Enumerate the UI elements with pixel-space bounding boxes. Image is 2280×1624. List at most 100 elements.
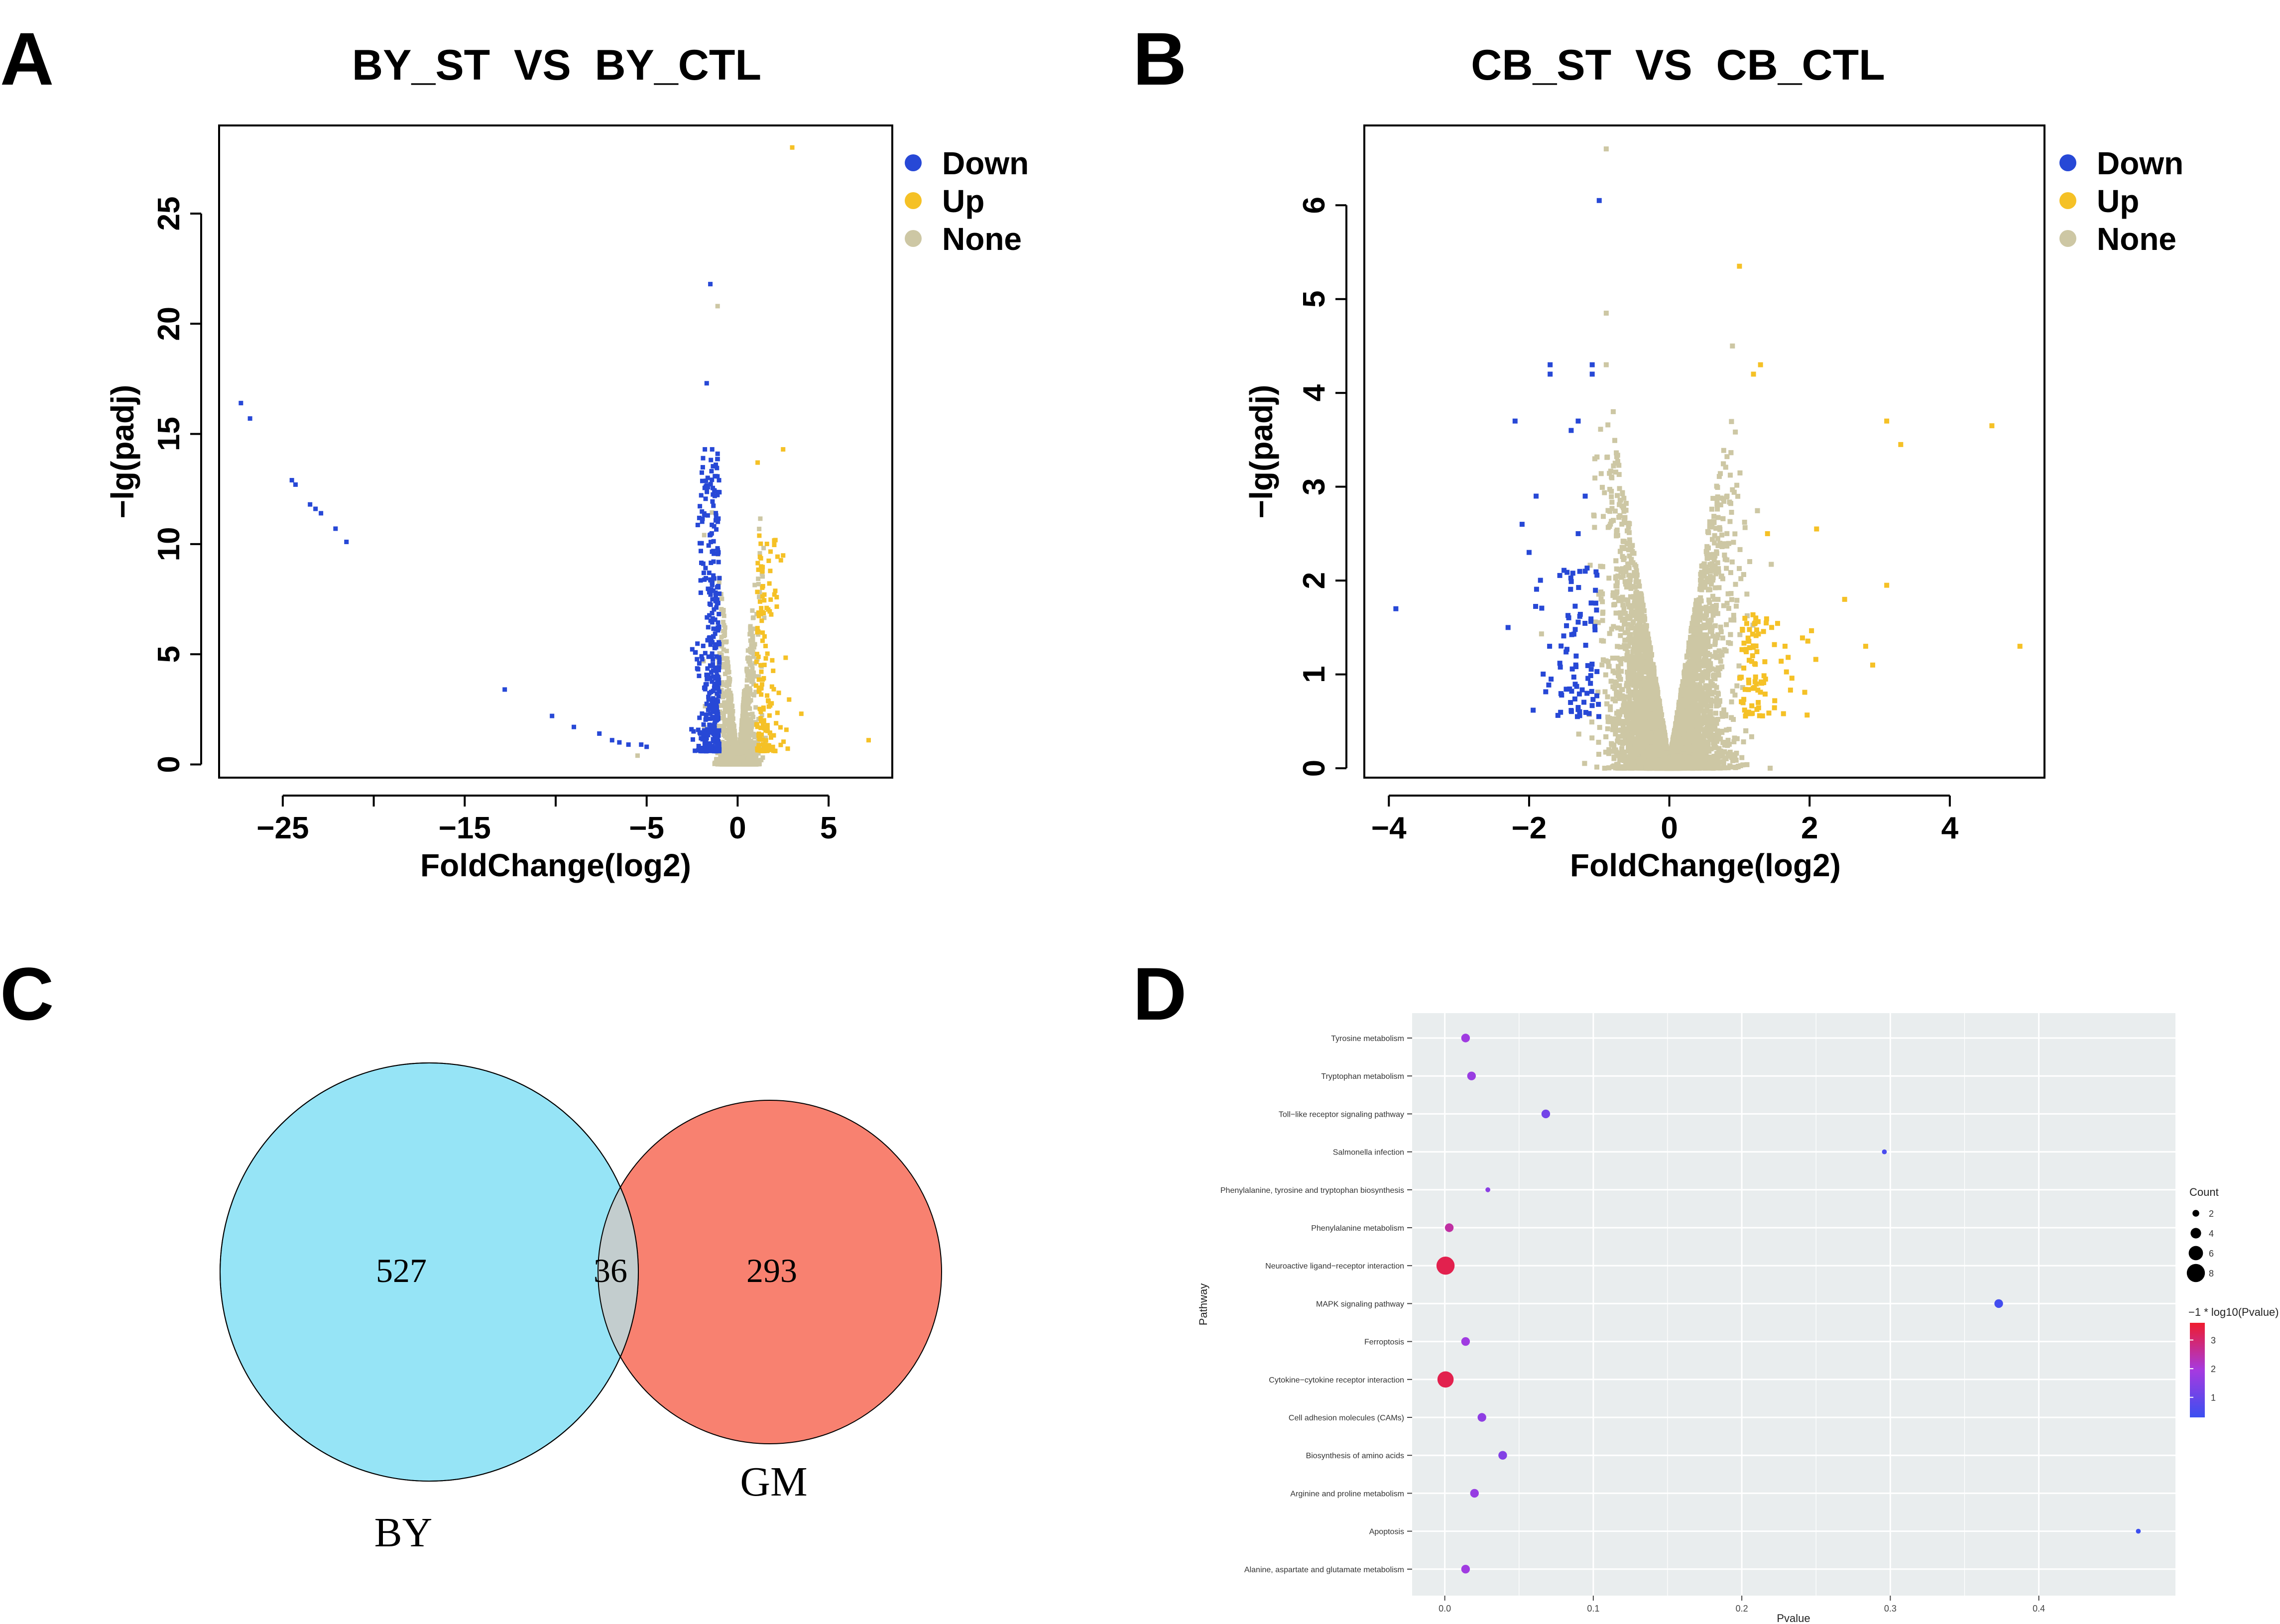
down-point	[703, 496, 708, 501]
none-point	[635, 753, 640, 758]
none-point	[747, 686, 752, 691]
none-point	[732, 760, 737, 765]
none-point	[720, 727, 725, 732]
down-point	[703, 745, 708, 750]
none-point	[757, 551, 762, 556]
down-point	[714, 654, 719, 659]
up-point	[760, 638, 765, 643]
none-point	[1710, 732, 1715, 738]
none-point	[751, 670, 756, 675]
none-point	[1626, 706, 1631, 712]
none-point	[748, 629, 753, 634]
up-point	[757, 706, 762, 711]
up-point	[759, 606, 764, 611]
down-point	[717, 660, 722, 665]
none-point	[715, 762, 720, 767]
none-point	[1600, 599, 1605, 604]
down-point	[712, 488, 717, 493]
down-point	[711, 485, 716, 490]
panel-a-volcano: A BY_ST VS BY_CTL −25 −15 −5 0 5 0510152025 …	[0, 17, 1029, 883]
none-point	[721, 608, 726, 613]
none-point	[750, 711, 755, 716]
down-point	[711, 588, 716, 593]
down-point	[714, 463, 719, 467]
up-point	[759, 686, 764, 691]
down-point	[705, 513, 710, 518]
down-point	[706, 543, 711, 548]
none-point	[1707, 519, 1712, 525]
none-point	[752, 582, 757, 587]
none-point	[1591, 513, 1597, 519]
down-point	[705, 727, 710, 732]
down-point	[704, 712, 709, 717]
up-point	[756, 733, 761, 738]
none-point	[1715, 632, 1721, 637]
none-point	[751, 682, 756, 687]
up-point	[755, 626, 760, 631]
none-point	[1614, 580, 1620, 585]
down-point	[714, 748, 719, 753]
none-point	[747, 762, 752, 767]
none-point	[747, 725, 752, 730]
none-point	[1711, 514, 1717, 519]
none-point	[1609, 506, 1615, 511]
down-point	[700, 478, 705, 483]
up-point	[755, 460, 760, 465]
legend-up-marker	[905, 192, 922, 209]
none-point	[728, 726, 733, 731]
none-point	[1595, 620, 1601, 625]
down-point	[710, 610, 715, 615]
up-point	[784, 727, 789, 732]
down-point	[709, 725, 714, 730]
none-point	[719, 635, 724, 640]
up-point	[762, 726, 767, 731]
none-point	[763, 735, 768, 740]
none-point	[744, 734, 749, 739]
y-tick-label: 25	[152, 197, 186, 231]
up-point	[762, 748, 767, 753]
up-point	[763, 644, 768, 649]
x-tick-label: −15	[439, 811, 491, 845]
none-point	[1625, 622, 1631, 627]
down-point	[696, 727, 701, 732]
down-point	[711, 657, 716, 662]
none-point	[725, 660, 730, 665]
up-point	[768, 549, 773, 554]
up-point	[758, 725, 763, 730]
down-point	[708, 282, 713, 287]
none-point	[1710, 654, 1715, 659]
down-point	[550, 713, 555, 718]
down-point	[711, 464, 716, 469]
up-point	[759, 618, 764, 623]
none-point	[737, 762, 742, 767]
none-point	[1624, 584, 1629, 590]
none-point	[741, 751, 746, 756]
down-point	[708, 602, 713, 607]
none-point	[730, 703, 735, 708]
down-point	[697, 674, 702, 679]
none-point	[759, 758, 764, 763]
panel-b-title: CB_ST VS CB_CTL	[1471, 41, 1885, 89]
none-point	[753, 705, 758, 710]
down-point	[690, 737, 695, 742]
down-point	[711, 704, 716, 709]
none-point	[721, 633, 726, 638]
none-point	[719, 751, 724, 756]
down-point	[709, 458, 714, 463]
down-point	[717, 591, 722, 596]
none-point	[1597, 725, 1602, 730]
down-point	[697, 730, 702, 735]
none-point	[748, 698, 753, 703]
none-point	[742, 708, 747, 713]
down-point	[712, 681, 717, 686]
none-point	[746, 756, 751, 761]
none-point	[745, 742, 750, 747]
down-point	[705, 749, 710, 754]
none-point	[728, 758, 733, 763]
down-point	[690, 647, 695, 652]
up-point	[774, 721, 779, 726]
down-point	[703, 738, 708, 743]
none-point	[1636, 579, 1641, 584]
down-point	[708, 578, 713, 583]
down-point	[713, 665, 718, 670]
